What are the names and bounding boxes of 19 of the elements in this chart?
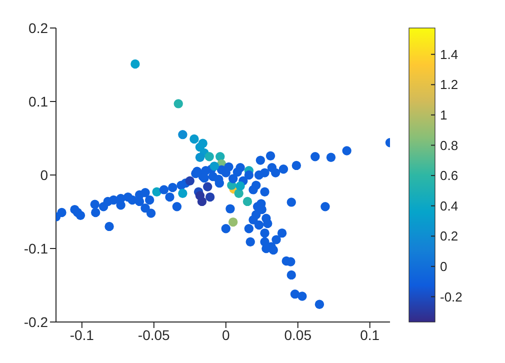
y-tick-label: -0.1 bbox=[24, 240, 48, 256]
color-bar-label: 0.6 bbox=[440, 168, 458, 184]
color-bar-label: 1.4 bbox=[440, 46, 458, 62]
x-tick-label: -0.05 bbox=[138, 326, 170, 343]
y-tick-label: 0 bbox=[40, 166, 48, 183]
y-tick-label: 0.1 bbox=[28, 93, 48, 110]
x-tick-label: 0 bbox=[222, 326, 230, 343]
color-bar-label: 0.8 bbox=[440, 138, 458, 153]
y-tick-label: -0.2 bbox=[24, 314, 48, 330]
color-bar-label: -0.2 bbox=[440, 289, 462, 304]
color-bar-label: 0.4 bbox=[440, 198, 458, 214]
color-bar-label: 0 bbox=[440, 258, 448, 274]
x-tick-label: 0.1 bbox=[360, 326, 380, 343]
x-tick-label: -0.1 bbox=[70, 326, 94, 343]
color-bar-label: 0.2 bbox=[440, 228, 458, 244]
x-tick-label: 0.05 bbox=[284, 326, 312, 343]
color-bar-label: 1.2 bbox=[440, 77, 458, 92]
color-bar-label: 1 bbox=[440, 107, 448, 122]
y-tick-label: 0.2 bbox=[28, 20, 48, 36]
